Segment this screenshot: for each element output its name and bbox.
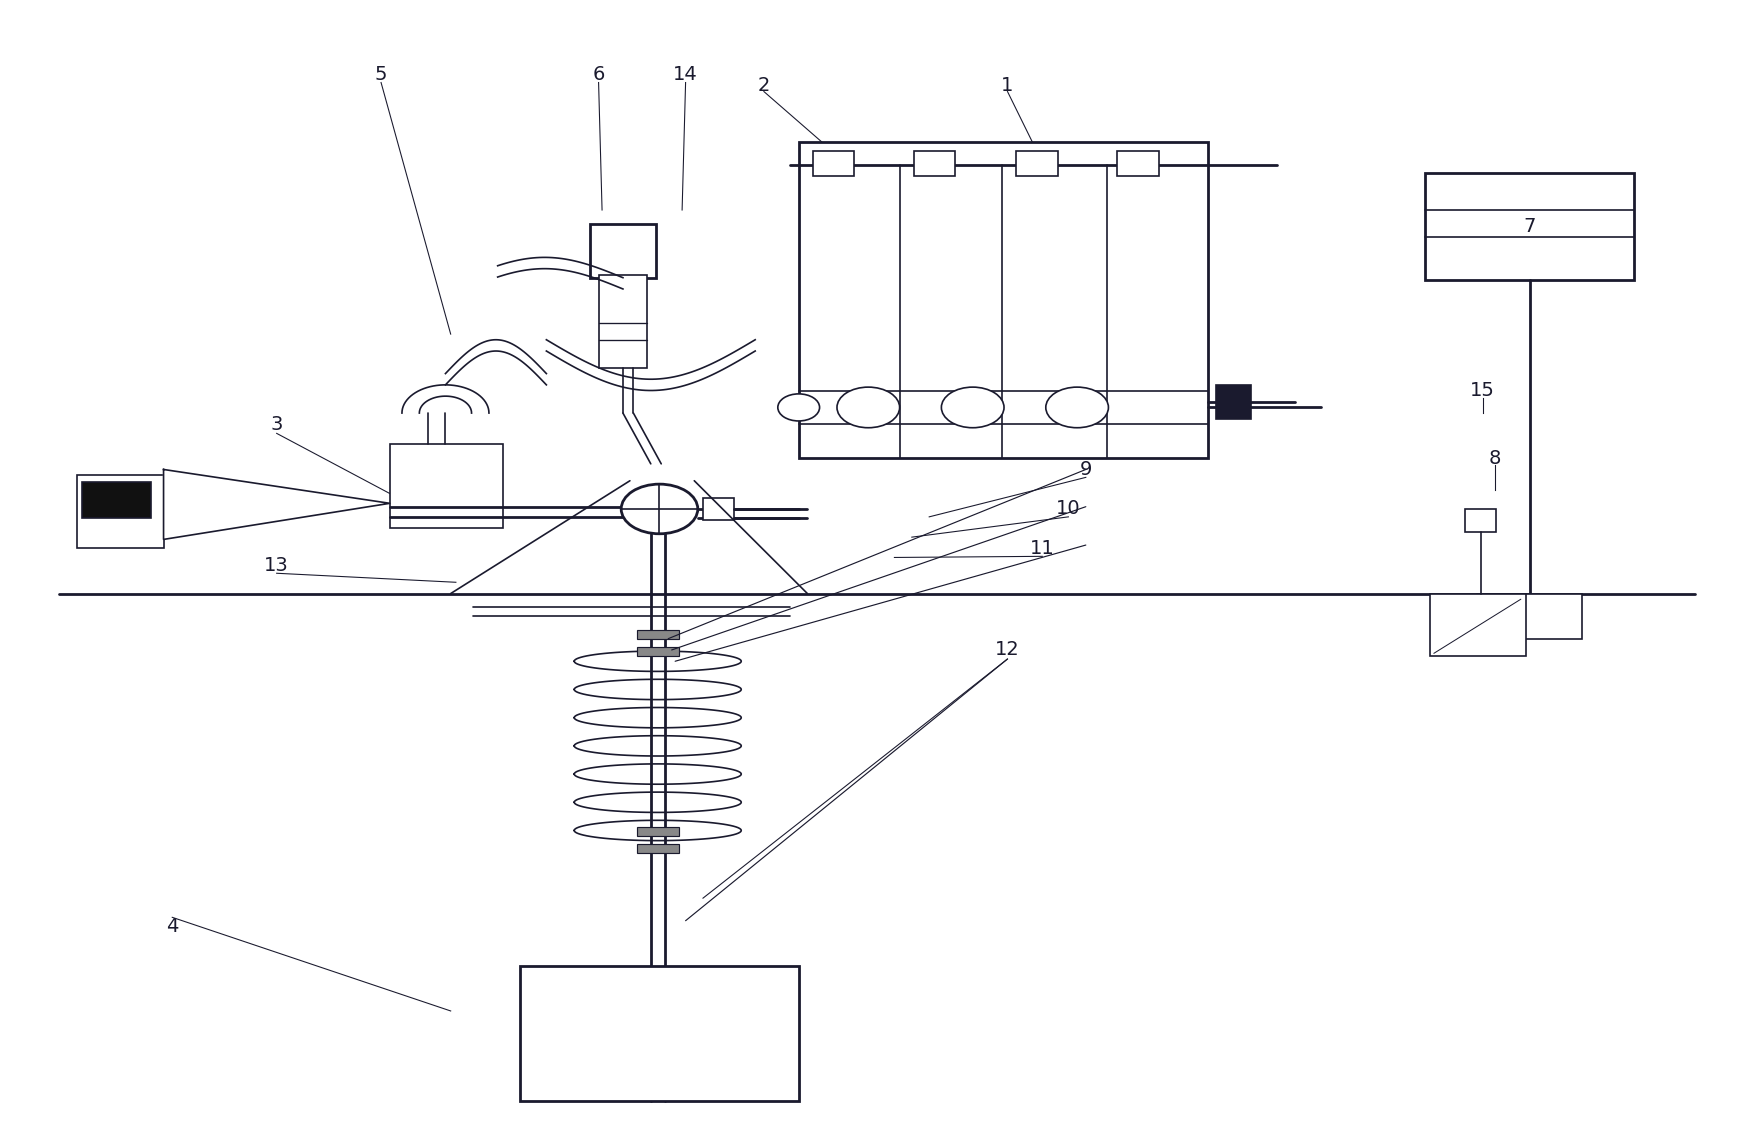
Text: 13: 13 [265, 556, 289, 574]
Circle shape [942, 387, 1003, 428]
Text: 6: 6 [593, 65, 605, 85]
Bar [589, 224, 656, 278]
Bar [812, 152, 854, 176]
Circle shape [837, 387, 900, 428]
Text: 7: 7 [1524, 217, 1537, 236]
Bar [1426, 172, 1635, 280]
Text: 15: 15 [1470, 381, 1494, 400]
Bar [798, 143, 1207, 458]
Bar [82, 482, 151, 518]
Text: 12: 12 [995, 641, 1019, 659]
Text: 4: 4 [167, 917, 179, 935]
Text: 1: 1 [1002, 77, 1014, 96]
Bar [1117, 152, 1159, 176]
Bar [77, 475, 163, 548]
Bar [521, 966, 798, 1101]
Polygon shape [163, 469, 389, 539]
Bar [598, 275, 647, 368]
Text: 10: 10 [1056, 499, 1080, 518]
Text: 11: 11 [1030, 539, 1054, 558]
Bar [637, 1007, 679, 1016]
Text: 8: 8 [1489, 449, 1501, 468]
Bar [1216, 385, 1251, 419]
Text: 5: 5 [375, 65, 388, 85]
Circle shape [1045, 387, 1109, 428]
Text: 3: 3 [270, 415, 282, 434]
Circle shape [621, 484, 698, 533]
Bar [1477, 594, 1582, 638]
Bar [637, 990, 679, 999]
Bar [1465, 509, 1496, 531]
Bar [1016, 152, 1058, 176]
Bar [637, 646, 679, 656]
Bar [637, 844, 679, 853]
Bar [637, 629, 679, 638]
Text: 2: 2 [758, 77, 770, 96]
Bar [389, 443, 503, 528]
Text: 14: 14 [674, 65, 698, 85]
Bar [703, 498, 735, 521]
Bar [914, 152, 956, 176]
Text: 9: 9 [1080, 460, 1093, 478]
Circle shape [777, 394, 819, 421]
Bar [637, 827, 679, 836]
Bar [1430, 594, 1526, 656]
